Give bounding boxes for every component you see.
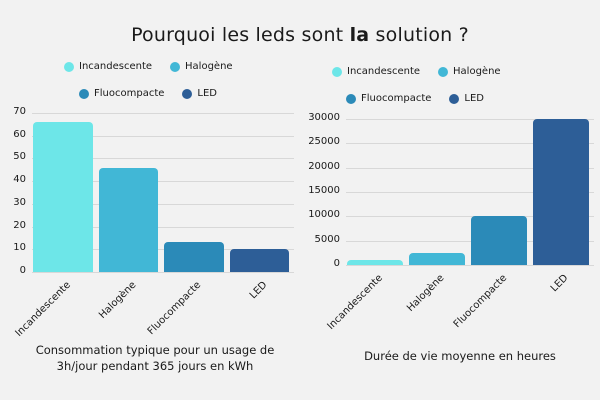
y-tick-label: 50: [13, 151, 26, 163]
legend-item[interactable]: Fluocompacte: [346, 93, 431, 104]
legend-item[interactable]: Halogène: [438, 66, 501, 77]
caption-line-1: Consommation typique pour un usage de: [35, 343, 275, 357]
y-tick-label: 40: [13, 174, 26, 186]
bar-incandescente[interactable]: [347, 260, 403, 265]
legend-label: Halogène: [185, 61, 233, 72]
gridline: [32, 158, 294, 160]
gridline: [32, 135, 294, 137]
y-tick-label: 25000: [308, 136, 340, 148]
legend-row: Incandescente Halogène: [64, 61, 233, 72]
legend-label: LED: [464, 93, 484, 104]
gridline: [346, 119, 594, 120]
legend-dot-icon: [332, 66, 342, 77]
title-bold: la: [349, 24, 370, 46]
caption-line-2: 3h/jour pendant 365 jours en kWh: [56, 359, 254, 373]
x-tick-label: Incandescente: [325, 272, 385, 333]
y-tick-label: 20000: [308, 160, 340, 172]
y-tick-label: 30: [13, 196, 26, 208]
y-tick-label: 30000: [308, 112, 340, 123]
x-tick-label: Incandescente: [13, 279, 73, 340]
bar-incandescente[interactable]: [33, 122, 93, 272]
x-tick-label: Halogène: [405, 272, 447, 315]
y-tick-label: 70: [13, 106, 26, 117]
legend-label: LED: [197, 88, 217, 99]
legend-label: Halogène: [453, 66, 501, 77]
gridline: [346, 167, 594, 169]
lifespan-chart: Incandescente Halogène Fluocompacte LED 0 500…: [300, 0, 600, 400]
gridline: [32, 249, 294, 251]
y-tick-label: 20: [13, 219, 26, 231]
bar-halogne[interactable]: [98, 167, 158, 272]
y-tick-label: 15000: [308, 185, 340, 196]
gridline: [32, 113, 294, 114]
legend-item[interactable]: Fluocompacte: [79, 88, 164, 99]
consumption-chart: Incandescente Halogène Fluocompacte LED 0 10 2…: [13, 61, 294, 340]
legend-label: Fluocompacte: [361, 93, 432, 104]
x-tick-label: Halogène: [96, 279, 139, 322]
gridline: [32, 181, 294, 183]
legend-dot-icon: [449, 93, 460, 104]
bar-led[interactable]: [229, 249, 289, 272]
legend-item[interactable]: Halogène: [170, 61, 233, 72]
title-suffix: solution ?: [369, 24, 469, 46]
legend-dot-icon: [170, 61, 181, 72]
consumption-caption: Consommation typique pour un usage de 3h…: [10, 342, 300, 374]
gridline: [32, 203, 294, 205]
legend-row: Fluocompacte LED: [346, 93, 484, 104]
gridline: [32, 272, 294, 273]
legend-item[interactable]: Incandescente: [332, 66, 420, 77]
x-tick-label: LED: [549, 272, 571, 295]
legend-item[interactable]: LED: [182, 88, 217, 99]
y-tick-label: 5000: [314, 233, 340, 245]
bar-fluocompacte[interactable]: [164, 242, 224, 272]
legend-dot-icon: [438, 66, 449, 77]
gridline: [346, 192, 594, 193]
y-tick-label: 10: [13, 242, 26, 254]
legend-dot-icon: [79, 88, 89, 99]
legend-item[interactable]: Incandescente: [64, 61, 152, 72]
gridline: [346, 265, 594, 266]
page-title: Pourquoi les leds sont la solution ?: [0, 24, 600, 46]
x-tick-label: Fluocompacte: [451, 272, 509, 331]
legend-row: Incandescente Halogène: [332, 66, 501, 77]
legend-label: Incandescente: [347, 66, 421, 77]
y-tick-label: 60: [13, 128, 26, 140]
gridline: [346, 143, 594, 145]
gridline: [346, 216, 594, 218]
y-tick-label: 0: [333, 258, 340, 269]
legend-dot-icon: [64, 61, 74, 72]
legend-dot-icon: [182, 88, 193, 99]
bar-fluocompacte[interactable]: [471, 216, 527, 265]
bar-halogne[interactable]: [409, 252, 465, 265]
legend-label: Fluocompacte: [94, 88, 165, 99]
title-prefix: Pourquoi les leds sont: [131, 24, 350, 46]
x-tick-label: Fluocompacte: [146, 279, 204, 338]
legend-item[interactable]: LED: [449, 93, 484, 104]
gridline: [32, 226, 294, 228]
gridline: [346, 240, 594, 242]
bar-led[interactable]: [533, 119, 589, 265]
legend-row: Fluocompacte LED: [79, 88, 217, 99]
x-tick-label: LED: [247, 279, 270, 302]
y-tick-label: 10000: [308, 209, 340, 221]
y-tick-label: 0: [19, 265, 26, 276]
legend-dot-icon: [346, 93, 356, 104]
lifespan-caption: Durée de vie moyenne en heures: [364, 349, 556, 363]
legend-label: Incandescente: [79, 61, 153, 72]
